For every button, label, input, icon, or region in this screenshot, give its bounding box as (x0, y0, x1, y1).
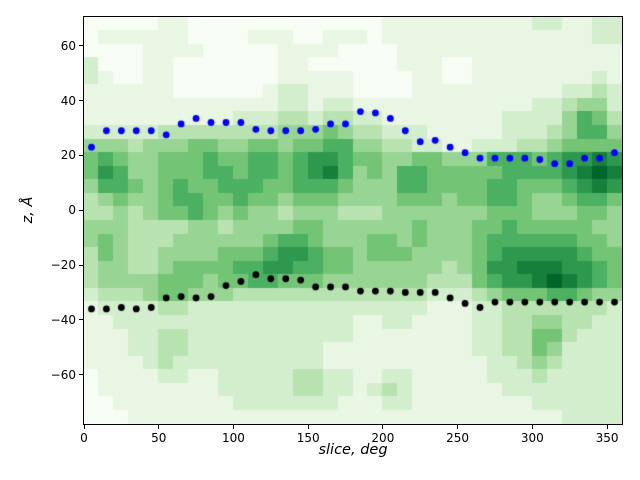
x-tick-label: 100 (221, 431, 245, 445)
x-axis-label: slice, deg (318, 442, 388, 458)
y-tick-mark (79, 319, 83, 321)
y-tick-label: 0 (68, 203, 76, 218)
x-tick-label: 150 (296, 431, 320, 445)
x-tick-label: 350 (595, 431, 619, 445)
x-tick-label: 250 (446, 431, 470, 445)
x-tick-label: 200 (371, 431, 395, 445)
x-tick-mark (158, 425, 160, 429)
x-tick-label: 50 (151, 431, 167, 445)
x-tick-mark (232, 425, 234, 429)
x-tick-mark (83, 425, 85, 429)
y-tick-label: −60 (50, 367, 76, 382)
y-tick-mark (79, 264, 83, 266)
x-tick-mark (606, 425, 608, 429)
x-tick-label: 300 (520, 431, 544, 445)
y-tick-label: 20 (60, 148, 76, 163)
heatmap-canvas (84, 17, 622, 424)
y-tick-label: 60 (60, 38, 76, 53)
y-tick-mark (79, 374, 83, 376)
x-tick-mark (382, 425, 384, 429)
y-tick-label: 40 (60, 93, 76, 108)
x-tick-mark (307, 425, 309, 429)
y-tick-mark (79, 209, 83, 211)
y-tick-mark (79, 100, 83, 102)
x-tick-mark (457, 425, 459, 429)
y-tick-mark (79, 154, 83, 156)
plot-area (83, 16, 623, 425)
x-tick-mark (531, 425, 533, 429)
y-axis-label: z, Å (20, 196, 36, 224)
y-tick-mark (79, 45, 83, 47)
x-tick-label: 0 (80, 431, 88, 445)
y-tick-label: −20 (50, 258, 76, 273)
y-tick-label: −40 (50, 312, 76, 327)
